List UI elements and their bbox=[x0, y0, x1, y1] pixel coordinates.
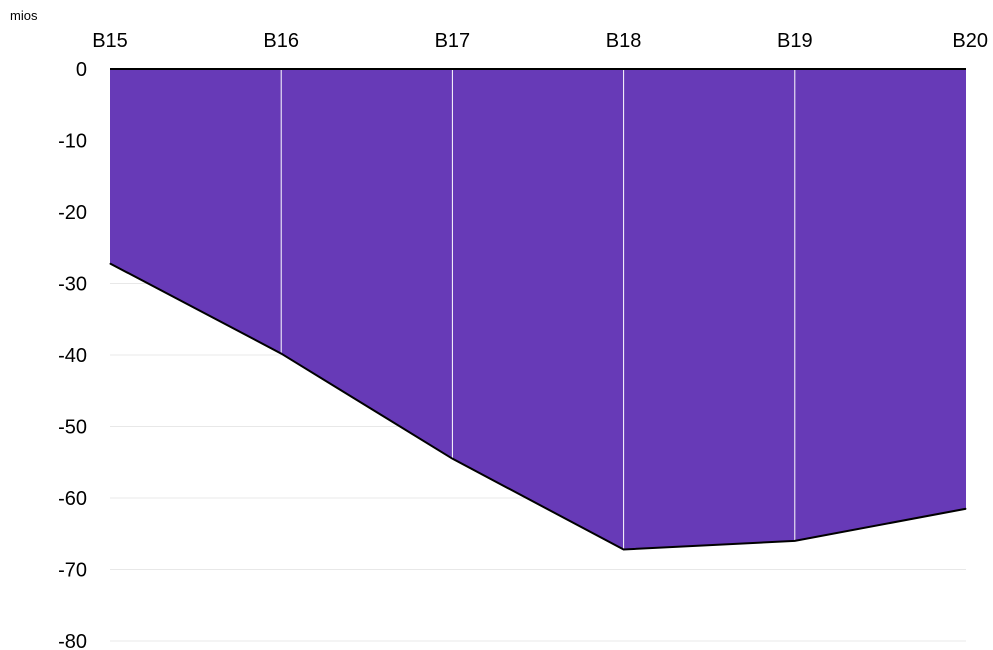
data-point-B19 bbox=[794, 540, 796, 542]
y-tick-label-7: -70 bbox=[58, 560, 87, 582]
y-tick-label-1: -10 bbox=[58, 131, 87, 153]
x-tick-label-B17: B17 bbox=[435, 30, 471, 52]
y-tick-label-5: -50 bbox=[58, 417, 87, 439]
series-line-path bbox=[109, 262, 967, 551]
x-tick-label-B16: B16 bbox=[263, 30, 299, 52]
category-dividers bbox=[280, 69, 796, 550]
y-tick-label-8: -80 bbox=[58, 631, 87, 650]
y-axis-tick-labels: 0 -10 -20 -30 -40 -50 -60 -70 -80 bbox=[58, 59, 87, 650]
y-tick-label-3: -30 bbox=[58, 274, 87, 296]
y-tick-label-2: -20 bbox=[58, 202, 87, 224]
x-axis-tick-labels: B15 B16 B17 B18 B19 B20 bbox=[92, 30, 988, 52]
x-tick-label-B15: B15 bbox=[92, 30, 128, 52]
y-tick-label-6: -60 bbox=[58, 488, 87, 510]
series-line bbox=[109, 68, 967, 551]
data-point-B15 bbox=[109, 262, 111, 264]
y-tick-label-4: -40 bbox=[58, 345, 87, 367]
area-fill bbox=[110, 69, 966, 550]
data-point-B17 bbox=[451, 458, 453, 460]
unit-label: mios bbox=[10, 8, 38, 23]
data-point-B16 bbox=[280, 353, 282, 355]
data-point-B20 bbox=[965, 508, 967, 510]
area-series bbox=[110, 69, 966, 550]
y-tick-label-0: 0 bbox=[76, 59, 87, 81]
data-point-B18 bbox=[623, 548, 625, 550]
x-tick-label-B18: B18 bbox=[606, 30, 642, 52]
x-tick-label-B19: B19 bbox=[777, 30, 813, 52]
x-tick-label-B20: B20 bbox=[952, 30, 988, 52]
